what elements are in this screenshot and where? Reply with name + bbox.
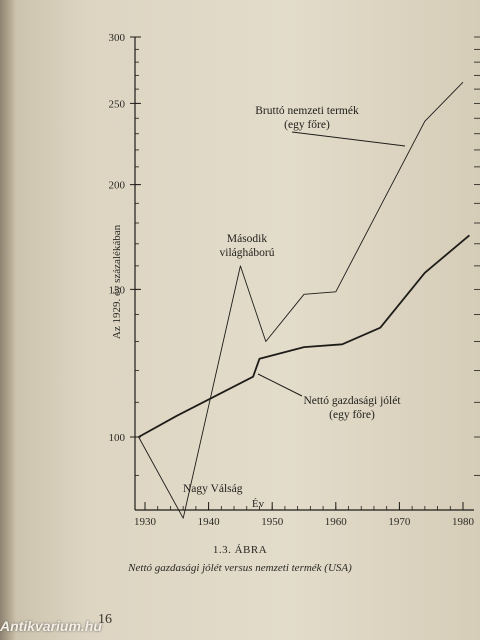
annotation-depression: Nagy Válság [183, 483, 243, 495]
x-axis-title: Év [252, 498, 265, 510]
annotation-ww2-line2: világháború [220, 247, 275, 259]
x-tick-label: 1950 [261, 516, 284, 528]
chart-series [138, 81, 470, 519]
annotation-gnp-leader [291, 131, 406, 147]
page-number: 16 [98, 612, 112, 627]
y-axis-title: Az 1929. év százalékában [111, 224, 123, 339]
series-line-nep [138, 234, 470, 438]
chart-axes [134, 37, 474, 511]
y-tick-label: 150 [109, 284, 126, 296]
x-tick-label: 1960 [325, 516, 348, 528]
y-tick-label: 100 [109, 432, 126, 444]
chart-ticks: 100 150 200 250 300 1930 1940 1950 1960 1970 1980 É… [109, 32, 480, 528]
x-tick-label: 1970 [388, 516, 411, 528]
chart-annotations: Bruttó nemzeti termék (egy főre) Második vi… [183, 105, 406, 495]
annotation-ww2-line1: Második [227, 233, 268, 245]
annotation-nep-leader [257, 373, 303, 397]
y-tick-label: 300 [109, 32, 126, 44]
x-tick-label: 1940 [198, 516, 221, 528]
annotation-gnp-line1: Bruttó nemzeti termék [255, 105, 359, 117]
chart: 100 150 200 250 300 1930 1940 1950 1960 1970 1980 É… [109, 32, 480, 528]
annotation-nep-line2: (egy főre) [329, 409, 375, 421]
series-line-gnp [138, 81, 464, 519]
x-tick-label: 1930 [134, 516, 157, 528]
annotation-nep-line1: Nettó gazdasági jólét [303, 395, 401, 407]
figure-caption: Nettó gazdasági jólét versus nemzeti ter… [128, 562, 352, 574]
x-tick-label: 1980 [452, 516, 475, 528]
y-tick-label: 250 [109, 98, 126, 110]
watermark: Antikvarium.hu [0, 618, 102, 634]
y-tick-label: 200 [109, 180, 126, 192]
annotation-gnp-line2: (egy főre) [284, 119, 330, 131]
figure-number: 1.3. ÁBRA [212, 544, 268, 556]
book-spine-shadow [0, 0, 16, 640]
